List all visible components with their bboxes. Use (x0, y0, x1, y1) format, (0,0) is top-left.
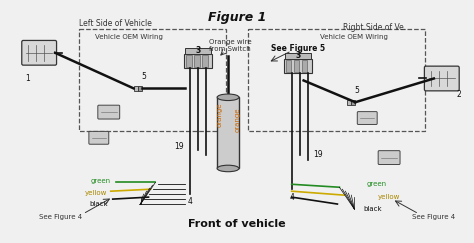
Text: 19: 19 (174, 142, 184, 151)
Text: yellow: yellow (378, 194, 400, 200)
Bar (217, 97, 239, 168)
Text: black: black (363, 206, 382, 212)
FancyBboxPatch shape (194, 55, 200, 67)
FancyBboxPatch shape (424, 66, 459, 91)
Text: orange: orange (217, 103, 223, 127)
FancyBboxPatch shape (284, 59, 311, 73)
Bar (134, 86, 137, 91)
Text: 4: 4 (188, 197, 193, 206)
Ellipse shape (217, 165, 239, 172)
Text: Left Side of Vehicle: Left Side of Vehicle (79, 19, 152, 28)
FancyBboxPatch shape (185, 48, 211, 54)
FancyBboxPatch shape (357, 112, 377, 124)
FancyBboxPatch shape (98, 105, 120, 119)
Text: Right Side of Ve.: Right Side of Ve. (343, 23, 406, 32)
Ellipse shape (217, 94, 239, 101)
Bar (137, 86, 142, 91)
Text: Front of vehicle: Front of vehicle (188, 219, 286, 229)
Text: See Figure 4: See Figure 4 (412, 214, 456, 220)
Bar (347, 100, 351, 105)
Text: green: green (91, 178, 111, 184)
Text: orange: orange (235, 108, 241, 132)
Text: 5: 5 (355, 86, 360, 95)
Text: Figure 1: Figure 1 (208, 11, 266, 24)
Text: 1: 1 (25, 74, 29, 83)
Text: black: black (90, 201, 108, 207)
Text: 2: 2 (456, 90, 461, 99)
Text: 5: 5 (141, 72, 146, 81)
Text: See Figure 4: See Figure 4 (39, 214, 82, 220)
FancyBboxPatch shape (301, 60, 307, 72)
Text: Orange wire
from Switch: Orange wire from Switch (209, 39, 251, 52)
FancyBboxPatch shape (378, 151, 400, 165)
Text: 19: 19 (313, 150, 322, 159)
Text: 4: 4 (289, 193, 294, 202)
Text: 3: 3 (196, 46, 201, 55)
Text: See Figure 5: See Figure 5 (271, 44, 325, 53)
FancyBboxPatch shape (184, 54, 212, 68)
Text: green: green (367, 181, 387, 187)
FancyBboxPatch shape (89, 131, 109, 144)
Text: 3: 3 (295, 51, 300, 60)
FancyBboxPatch shape (22, 40, 56, 65)
Text: Vehicle OEM Wiring: Vehicle OEM Wiring (320, 34, 388, 40)
FancyBboxPatch shape (285, 53, 310, 59)
FancyBboxPatch shape (294, 60, 299, 72)
FancyBboxPatch shape (202, 55, 208, 67)
Text: Vehicle OEM Wiring: Vehicle OEM Wiring (95, 34, 163, 40)
FancyBboxPatch shape (186, 55, 192, 67)
Text: yellow: yellow (85, 190, 107, 196)
Bar (351, 100, 356, 105)
FancyBboxPatch shape (286, 60, 292, 72)
